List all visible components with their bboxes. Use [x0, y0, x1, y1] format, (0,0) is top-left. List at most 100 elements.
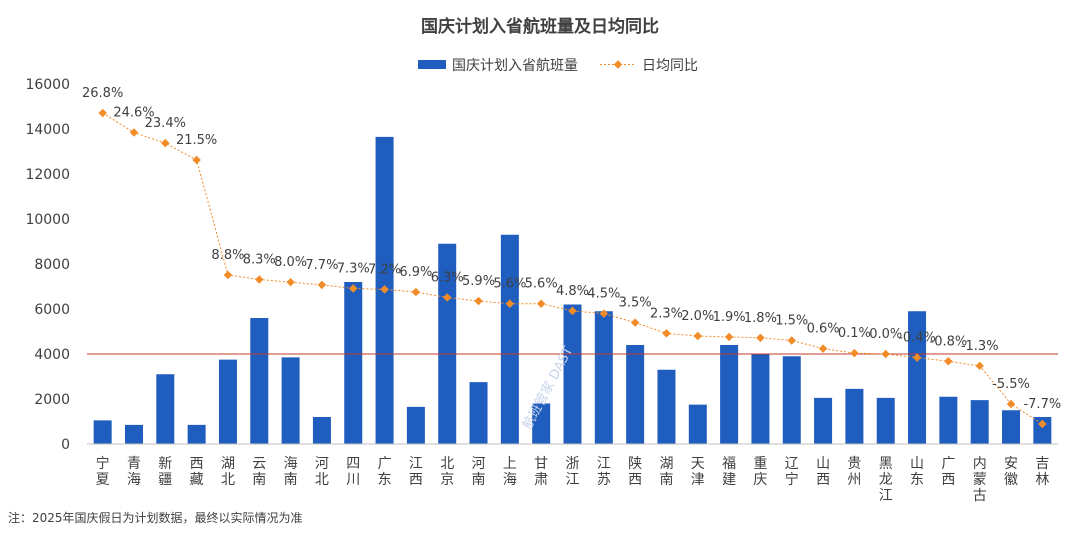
yoy-data-label: 0.0%: [869, 327, 902, 342]
footnote: 注：2025年国庆假日为计划数据，最终以实际情况为准: [8, 511, 303, 525]
bar: [218, 359, 237, 444]
yoy-point: [474, 296, 483, 306]
bar: [93, 420, 112, 444]
y-tick-label: 4000: [34, 347, 70, 363]
x-tick-label: 河北: [315, 456, 329, 488]
yoy-point: [1006, 399, 1016, 409]
bar: [751, 354, 770, 444]
x-tick-label: 山东: [910, 456, 924, 488]
data-labels: 26.8% 24.6%23.4% 21.5% 8.8%8.3%8.0%7.7%7.3%…: [82, 86, 1061, 412]
x-tick-label: 黑龙江: [879, 456, 893, 504]
yoy-point: [255, 275, 264, 284]
x-tick-label: 天津: [691, 456, 705, 488]
bar: [250, 318, 269, 444]
bar: [344, 282, 363, 444]
yoy-point: [850, 348, 859, 358]
x-tick-label: 云南: [252, 456, 266, 488]
yoy-data-label: 0.1%: [838, 326, 871, 341]
x-tick-label: 辽宁: [785, 456, 799, 488]
yoy-data-label: 1.5%: [775, 314, 808, 329]
bar: [469, 382, 488, 444]
bar: [782, 356, 801, 444]
yoy-data-label: 5.6%: [525, 277, 558, 292]
x-tick-label: 青海: [127, 456, 141, 488]
yoy-point: [599, 309, 609, 318]
yoy-point: [286, 277, 295, 287]
x-tick-label: 甘肃: [534, 456, 548, 488]
yoy-data-label: 8.3%: [243, 252, 276, 267]
yoy-data-label: -0.8%: [930, 334, 968, 349]
yoy-data-label: 8.0%: [274, 255, 307, 270]
yoy-data-label: -0.4%: [898, 331, 936, 346]
yoy-point: [756, 333, 765, 343]
yoy-point: [975, 361, 984, 371]
bar: [626, 345, 645, 444]
yoy-data-label: 6.3%: [431, 270, 464, 285]
x-tick-label: 广东: [378, 456, 392, 488]
yoy-point: [411, 287, 421, 297]
yoy-data-label: 24.6%: [113, 106, 154, 121]
x-tick-label: 山西: [816, 456, 830, 488]
bar: [594, 311, 613, 444]
yoy-data-label: 21.5%: [176, 133, 217, 148]
yoy-point: [568, 306, 577, 316]
x-tick-label: 陕西: [628, 456, 642, 488]
bar: [908, 311, 927, 444]
y-axis: 0 2000 4000 6000 8000 10000 12000 14000 16000: [25, 77, 70, 453]
yoy-point: [129, 128, 139, 137]
bar: [688, 404, 707, 444]
bar: [532, 403, 551, 444]
yoy-point: [348, 284, 358, 293]
yoy-point: [161, 138, 170, 148]
bar: [500, 234, 519, 444]
bars: [93, 136, 1052, 444]
bar: [720, 345, 739, 444]
yoy-data-label: 4.5%: [587, 287, 620, 302]
y-tick-label: 0: [61, 437, 70, 453]
yoy-data-label: 23.4%: [145, 116, 186, 131]
yoy-data-label: 5.6%: [493, 277, 526, 292]
yoy-point: [662, 329, 671, 338]
yoy-point: [505, 299, 515, 308]
x-tick-label: 海南: [284, 456, 298, 488]
bar: [939, 396, 958, 444]
yoy-point: [192, 155, 201, 165]
bar: [187, 424, 206, 444]
bar: [814, 397, 833, 444]
yoy-point: [912, 353, 922, 362]
bar: [312, 417, 331, 444]
bar: [156, 374, 175, 444]
y-tick-label: 2000: [34, 392, 70, 408]
yoy-point: [724, 332, 734, 342]
yoy-data-label: 0.6%: [807, 322, 840, 337]
yoy-data-label: -5.5%: [992, 377, 1030, 392]
yoy-data-label: -1.3%: [961, 339, 999, 354]
bar: [1033, 417, 1052, 444]
yoy-point: [630, 318, 640, 327]
x-tick-label: 湖南: [659, 456, 673, 488]
yoy-point: [693, 331, 703, 341]
yoy-point: [881, 349, 890, 359]
yoy-line: [98, 108, 1047, 429]
yoy-point: [1038, 419, 1047, 429]
y-tick-label: 6000: [34, 302, 70, 318]
yoy-data-label: 26.8%: [82, 86, 123, 101]
bar: [124, 424, 143, 444]
yoy-data-label: 5.9%: [462, 274, 495, 289]
yoy-data-label: 4.8%: [556, 284, 589, 299]
yoy-data-label: -7.7%: [1023, 397, 1061, 412]
yoy-point: [536, 299, 546, 308]
legend-bar-label: 国庆计划入省航班量: [452, 58, 578, 74]
x-tick-label: 河南: [472, 456, 486, 488]
legend: 国庆计划入省航班量 日均同比: [418, 58, 698, 74]
bar: [406, 406, 425, 444]
x-tick-label: 新疆: [158, 456, 172, 488]
y-tick-label: 16000: [25, 77, 70, 93]
x-tick-label: 安徽: [1004, 456, 1018, 488]
x-tick-label: 江西: [409, 456, 423, 488]
bar: [438, 243, 457, 444]
x-axis: 宁夏青海新疆西藏湖北云南海南河北四川广东江西北京河南上海甘肃浙江江苏陕西湖南天津…: [96, 455, 1050, 504]
bar: [281, 357, 300, 444]
x-tick-label: 西藏: [190, 456, 204, 488]
